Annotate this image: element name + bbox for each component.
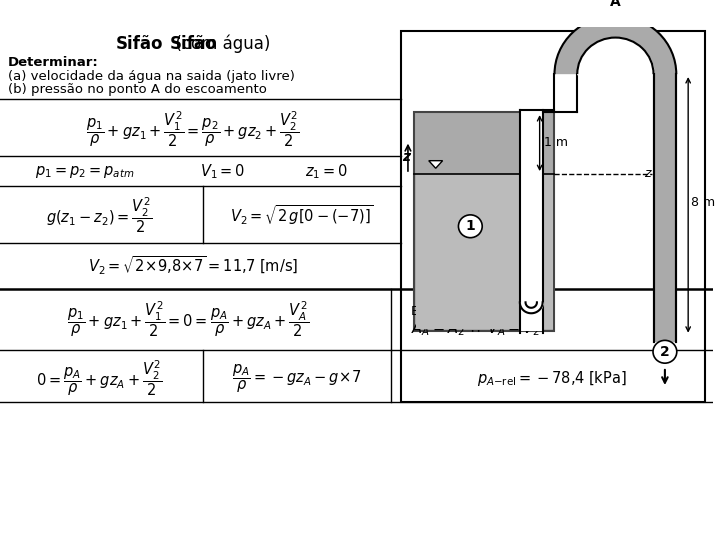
Text: z: z <box>402 150 410 164</box>
Text: Sifão: Sifão <box>169 35 217 53</box>
Text: $\dfrac{p_A}{\rho} = -gz_A - g\!\times\!7$: $\dfrac{p_A}{\rho} = -gz_A - g\!\times\!… <box>233 362 361 395</box>
Text: $g(z_1 - z_2) = \dfrac{V_2^2}{2}$: $g(z_1 - z_2) = \dfrac{V_2^2}{2}$ <box>46 195 152 235</box>
Text: 2: 2 <box>660 345 670 359</box>
Bar <box>654 74 676 342</box>
Text: (a) velocidade da água na saida (jato livre): (a) velocidade da água na saida (jato li… <box>8 70 294 83</box>
Text: 1: 1 <box>465 219 475 233</box>
Text: $V_2 = \sqrt{2\!\times\!9{,}8\!\times\!7} = 11{,}7\;[\mathrm{m/s}]$: $V_2 = \sqrt{2\!\times\!9{,}8\!\times\!7… <box>88 255 298 278</box>
Text: 8 m: 8 m <box>691 196 715 209</box>
Text: E.C.Massa: E.C.Massa <box>411 305 478 319</box>
Bar <box>416 174 552 329</box>
Circle shape <box>459 215 482 238</box>
Text: 1 m: 1 m <box>544 136 567 149</box>
Text: $z = 0$: $z = 0$ <box>644 167 675 180</box>
Text: Determinar:: Determinar: <box>8 56 99 69</box>
Bar <box>554 74 577 112</box>
Text: $p_{A\mathrm{-rel}} = -78{,}4\;[\mathrm{kPa}]$: $p_{A\mathrm{-rel}} = -78{,}4\;[\mathrm{… <box>477 369 626 388</box>
Text: $V_1 = 0$: $V_1 = 0$ <box>200 163 246 181</box>
Polygon shape <box>554 16 676 74</box>
Polygon shape <box>428 161 443 168</box>
Circle shape <box>653 340 677 363</box>
Bar <box>520 70 543 331</box>
Bar <box>654 74 676 340</box>
Text: A: A <box>610 0 621 9</box>
Text: (b) pressão no ponto A do escoamento: (b) pressão no ponto A do escoamento <box>8 83 267 96</box>
Bar <box>401 31 705 402</box>
Text: $A_A = A_2 \;\therefore\; V_A = V_2$: $A_A = A_2 \;\therefore\; V_A = V_2$ <box>411 320 540 338</box>
Circle shape <box>603 0 629 15</box>
Text: (com água): (com água) <box>166 35 271 53</box>
Text: $\dfrac{p_1}{\rho} + gz_1 + \dfrac{V_1^2}{2} = 0 = \dfrac{p_A}{\rho} + gz_A + \d: $\dfrac{p_1}{\rho} + gz_1 + \dfrac{V_1^2… <box>67 300 309 339</box>
Text: $\dfrac{p_1}{\rho} + gz_1 + \dfrac{V_1^2}{2} = \dfrac{p_2}{\rho} + gz_2 + \dfrac: $\dfrac{p_1}{\rho} + gz_1 + \dfrac{V_1^2… <box>86 110 300 149</box>
Text: $z_1 = 0$: $z_1 = 0$ <box>305 163 348 181</box>
Bar <box>414 112 554 331</box>
Text: $p_1 = p_2 = p_{atm}$: $p_1 = p_2 = p_{atm}$ <box>35 164 134 180</box>
Text: $0 = \dfrac{p_A}{\rho} + gz_A + \dfrac{V_2^2}{2}$: $0 = \dfrac{p_A}{\rho} + gz_A + \dfrac{V… <box>36 359 162 399</box>
Text: Sifão: Sifão <box>116 35 163 53</box>
Text: $V_2 = \sqrt{2\,g[0-(-7)]}$: $V_2 = \sqrt{2\,g[0-(-7)]}$ <box>230 203 374 227</box>
